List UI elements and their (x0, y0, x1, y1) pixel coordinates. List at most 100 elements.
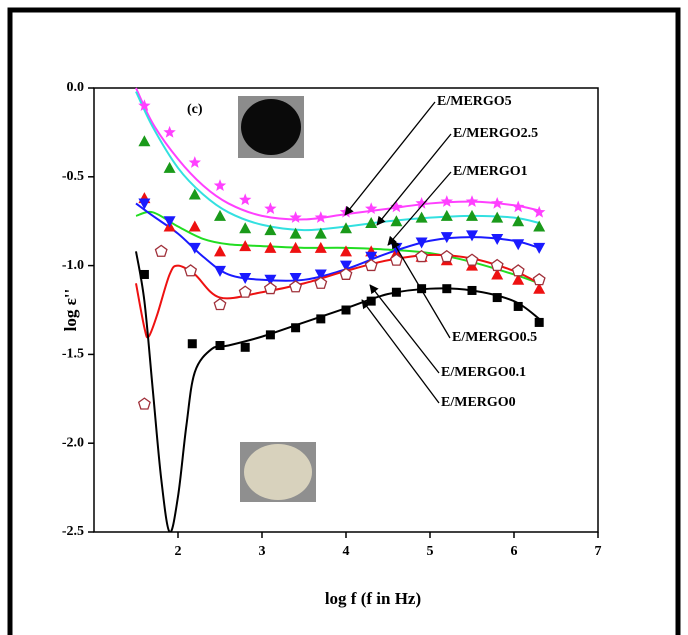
data-point (314, 241, 327, 253)
data-point (314, 211, 327, 223)
data-point (533, 242, 546, 254)
data-point (415, 196, 428, 209)
data-point (512, 200, 525, 213)
data-point (466, 230, 478, 242)
data-point (213, 297, 227, 311)
data-point (214, 209, 226, 221)
data-point (339, 267, 353, 280)
x-axis-label: log f (f in Hz) (325, 589, 421, 608)
y-tick-label: -1.0 (62, 258, 84, 273)
data-point (154, 244, 168, 257)
data-point (390, 200, 403, 213)
data-point (137, 397, 151, 410)
x-tick-label: 5 (427, 544, 434, 559)
data-point (138, 99, 151, 112)
data-point (214, 245, 226, 257)
data-point (188, 188, 201, 200)
x-tick-label: 7 (595, 544, 602, 559)
data-point (314, 269, 327, 281)
fit-line (135, 251, 540, 532)
data-point (263, 281, 277, 295)
y-tick-label: 0.0 (67, 80, 85, 95)
legend-label: E/MERGO2.5 (453, 126, 538, 141)
legend-label: E/MERGO0.1 (441, 365, 526, 380)
data-point (417, 284, 427, 294)
data-point (239, 193, 252, 206)
y-axis-label: log ε'' (61, 289, 80, 332)
data-point (264, 241, 277, 253)
data-point (365, 216, 378, 228)
frame (7, 7, 681, 635)
legend-label: E/MERGO1 (453, 164, 528, 179)
data-point (163, 216, 176, 228)
data-point (440, 232, 453, 244)
data-point (239, 240, 252, 252)
data-point (184, 264, 198, 277)
legend-label: E/MERGO0.5 (452, 330, 537, 345)
data-point (340, 260, 352, 272)
annotation-arrow (361, 299, 440, 404)
data-point (139, 269, 149, 279)
legend-label: E/MERGO5 (437, 94, 512, 109)
data-point (490, 258, 504, 272)
data-point (365, 202, 378, 215)
y-tick-label: -1.5 (62, 347, 84, 362)
data-point (533, 205, 546, 218)
data-point (340, 245, 352, 257)
data-point (163, 161, 176, 173)
data-point (265, 330, 275, 340)
data-point (491, 196, 504, 209)
dark-disc (241, 99, 301, 155)
data-point (291, 323, 301, 333)
data-point (341, 305, 351, 315)
data-point (239, 273, 252, 285)
data-point (264, 274, 277, 286)
data-point (138, 135, 151, 147)
data-point (289, 211, 302, 223)
data-point (534, 317, 544, 327)
data-point (188, 220, 201, 232)
annotation-arrow (376, 133, 452, 226)
data-point (340, 222, 352, 234)
data-point (513, 301, 523, 311)
x-tick-label: 2 (175, 544, 182, 559)
annotation-arrow (369, 284, 440, 374)
data-point (466, 209, 478, 221)
data-point (264, 224, 277, 236)
data-point (415, 211, 428, 223)
data-point (440, 195, 453, 207)
plot-area (135, 87, 546, 532)
annotation-arrow (387, 171, 452, 246)
panel-label: (c) (187, 102, 203, 117)
data-point (491, 211, 504, 223)
data-point (138, 198, 151, 210)
data-point (390, 215, 403, 227)
fit-line (135, 253, 540, 339)
data-point (316, 314, 326, 324)
data-point (289, 227, 302, 239)
data-point (440, 209, 453, 221)
data-point (187, 339, 197, 349)
data-point (465, 253, 479, 266)
data-point (188, 156, 201, 168)
data-point (188, 242, 201, 254)
data-point (491, 233, 504, 245)
data-point (465, 195, 479, 207)
data-point (289, 241, 302, 253)
data-point (492, 293, 502, 303)
data-point (240, 342, 250, 352)
data-point (533, 282, 546, 294)
data-point (512, 273, 525, 285)
data-point (314, 276, 328, 289)
data-point (511, 264, 525, 277)
y-tick-label: -2.0 (62, 435, 84, 450)
data-point (365, 251, 378, 263)
data-point (533, 220, 546, 232)
data-point (512, 215, 525, 227)
data-point (467, 285, 477, 295)
data-point (215, 341, 225, 351)
x-tick-label: 3 (259, 544, 266, 559)
annotation-arrow (391, 239, 451, 339)
data-point (289, 273, 302, 285)
